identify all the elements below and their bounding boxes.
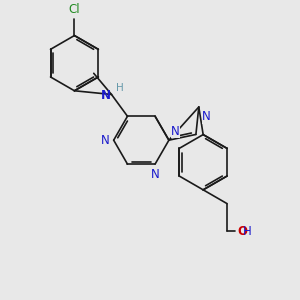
Text: N: N [151,169,160,182]
Text: N: N [101,88,111,101]
Text: N: N [171,125,180,138]
Text: N: N [202,110,211,124]
Text: H: H [116,83,124,93]
Text: H: H [243,225,252,238]
Text: Cl: Cl [69,3,80,16]
Text: N: N [101,134,110,147]
Text: O: O [237,225,247,238]
